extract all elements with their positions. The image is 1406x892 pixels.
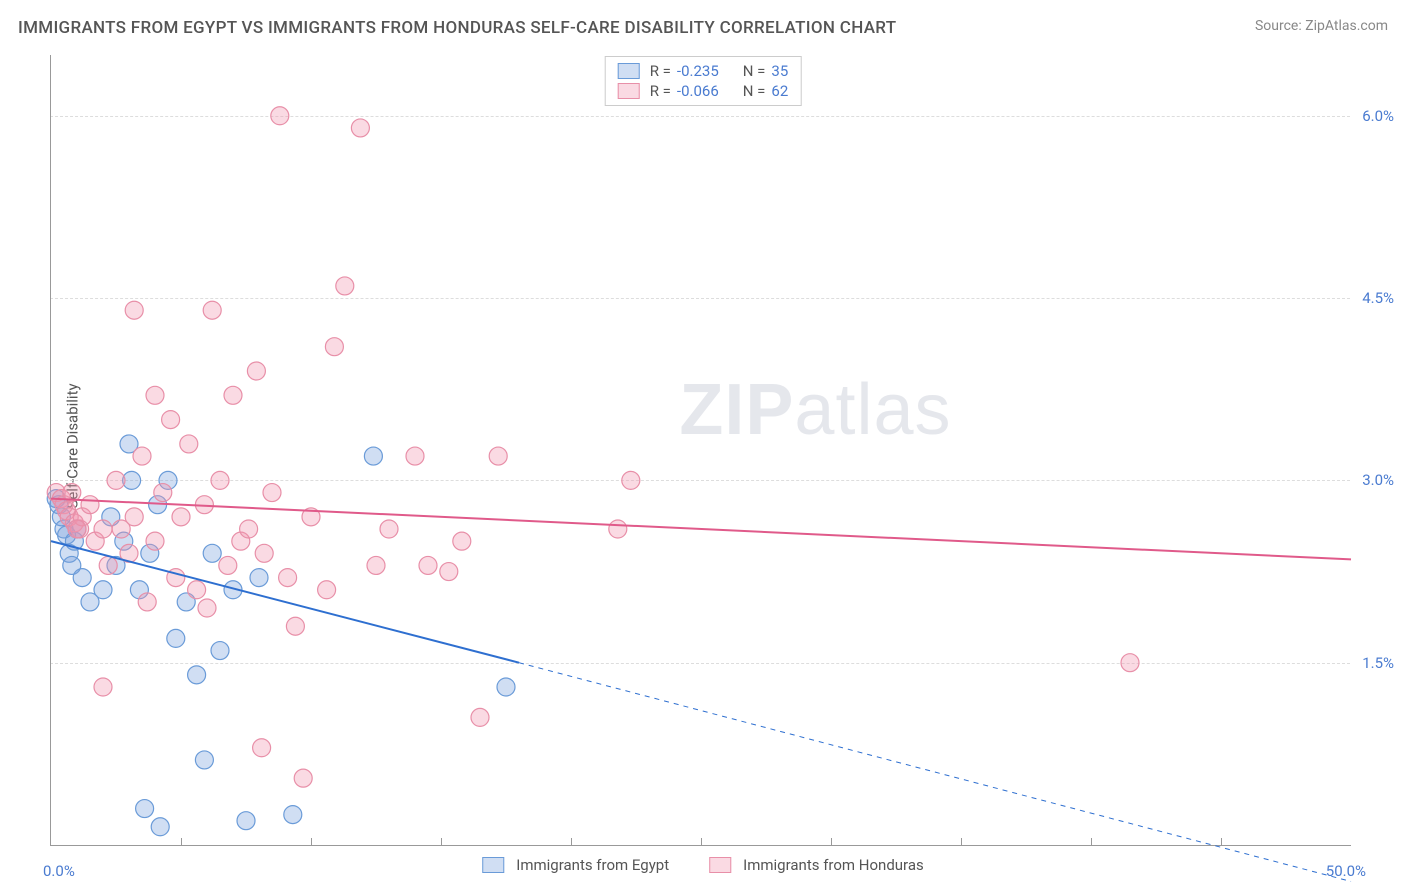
x-axis-min-label: 0.0%	[43, 862, 75, 880]
legend-item-honduras: Immigrants from Honduras	[709, 856, 924, 874]
n-label: N =	[743, 62, 766, 80]
n-value: 62	[771, 82, 788, 100]
chart-area	[50, 55, 1351, 846]
legend-item-egypt: Immigrants from Egypt	[482, 856, 669, 874]
swatch-icon	[482, 857, 504, 873]
r-value: -0.235	[677, 62, 719, 80]
r-label: R =	[650, 62, 671, 80]
legend-label: Immigrants from Honduras	[743, 856, 924, 874]
scatter-plot-svg	[51, 55, 1351, 845]
correlation-legend: R = -0.235 N = 35 R = -0.066 N = 62	[605, 56, 802, 106]
series-legend: Immigrants from Egypt Immigrants from Ho…	[482, 856, 924, 874]
legend-row-egypt: R = -0.235 N = 35	[618, 61, 789, 81]
swatch-icon	[618, 63, 640, 79]
x-axis-max-label: 50.0%	[1326, 862, 1366, 880]
r-value: -0.066	[677, 82, 719, 100]
source-label: Source: ZipAtlas.com	[1255, 18, 1388, 34]
swatch-icon	[618, 83, 640, 99]
n-value: 35	[771, 62, 788, 80]
legend-label: Immigrants from Egypt	[516, 856, 669, 874]
n-label: N =	[743, 82, 766, 100]
chart-title: IMMIGRANTS FROM EGYPT VS IMMIGRANTS FROM…	[18, 18, 896, 38]
r-label: R =	[650, 82, 671, 100]
legend-row-honduras: R = -0.066 N = 62	[618, 81, 789, 101]
swatch-icon	[709, 857, 731, 873]
